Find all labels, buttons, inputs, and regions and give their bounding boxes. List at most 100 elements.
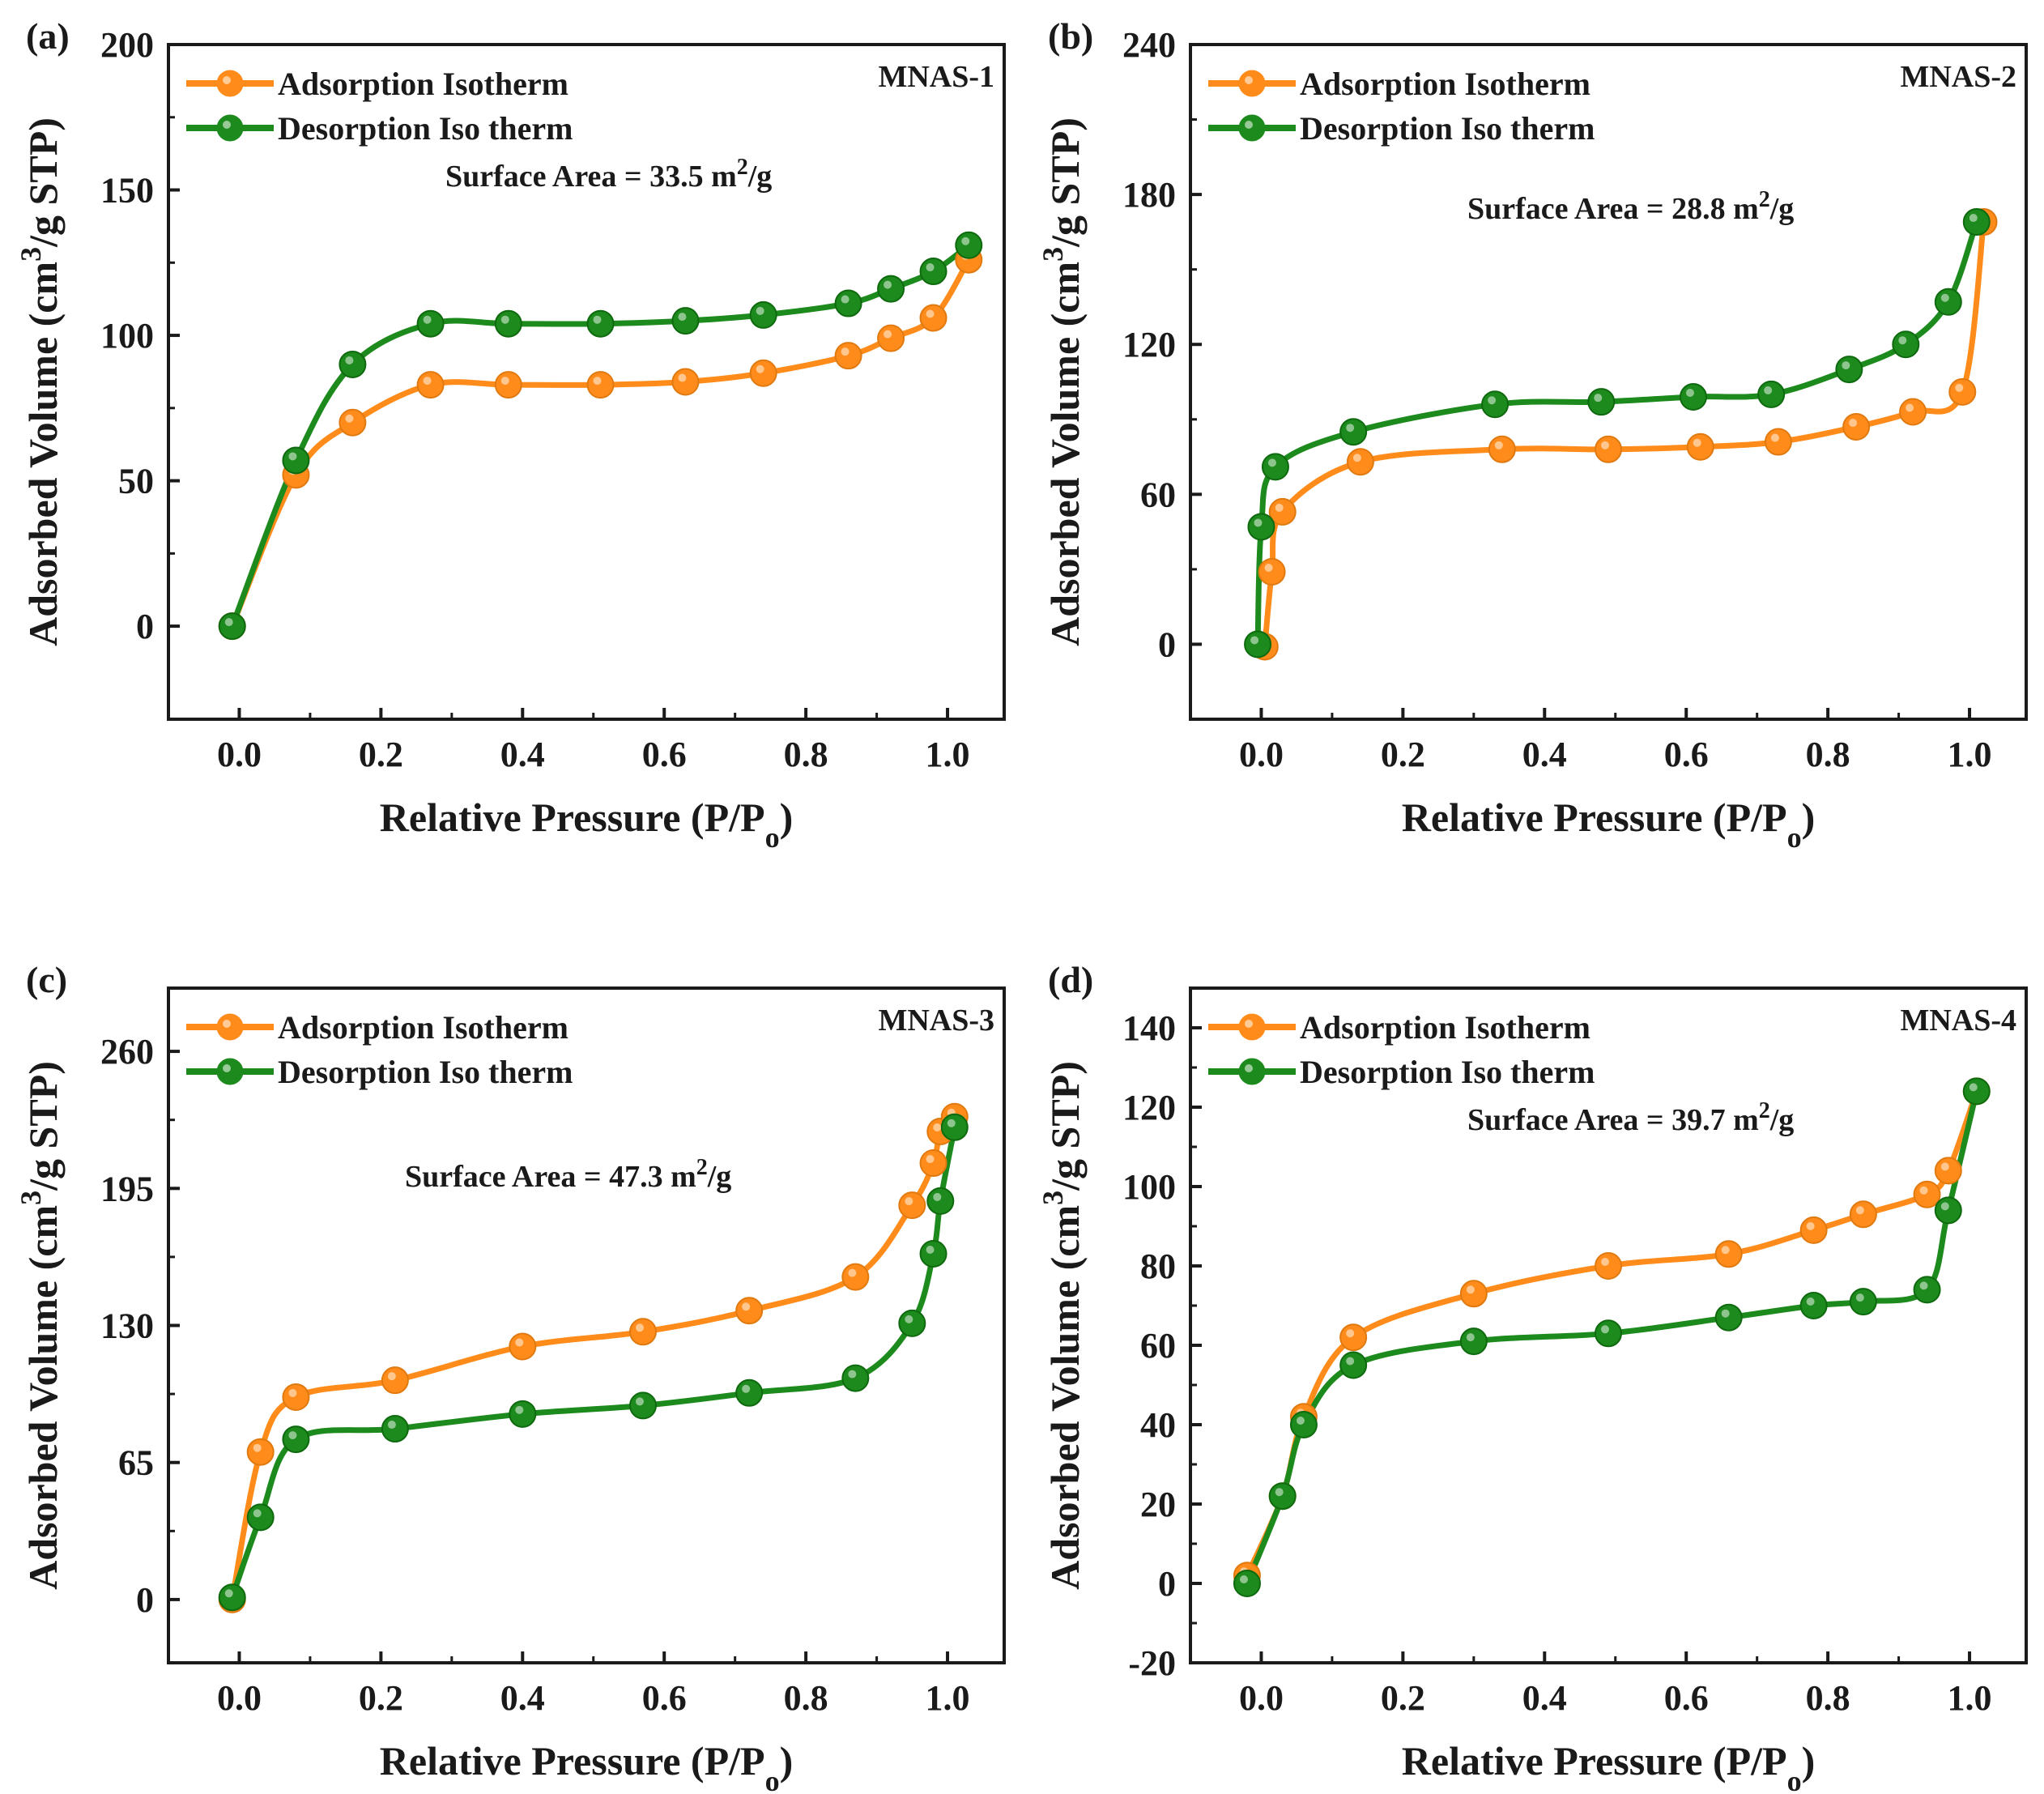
point-desorption: [1962, 208, 1991, 237]
panel-4: 0.0 0.2 0.4 0.6 0.8 1.0 -20 0 20 40 60 80 100 120 140 R…: [1037, 959, 2028, 1794]
sample-label: MNAS-1: [878, 60, 994, 94]
y-tick-label: 200: [100, 25, 154, 65]
y-tick-label: 130: [100, 1306, 154, 1346]
point-adsorption: [834, 342, 862, 370]
point-highlight: [926, 1155, 935, 1164]
point-adsorption: [1913, 1180, 1941, 1208]
point-highlight: [884, 280, 892, 289]
surface-area-annotation: Surface Area = 33.5 m2/g: [445, 155, 772, 194]
point-adsorption: [919, 1149, 947, 1178]
point-highlight: [387, 1372, 396, 1381]
point-desorption: [1247, 513, 1275, 541]
legend-label-adsorption: Adsorption Isotherm: [278, 66, 568, 102]
point-highlight: [387, 1421, 396, 1430]
point-highlight: [678, 313, 687, 322]
point-highlight: [841, 295, 850, 304]
point-desorption: [1934, 288, 1962, 316]
point-desorption: [282, 1425, 310, 1454]
point-highlight: [1940, 293, 1949, 302]
point-adsorption: [1714, 1240, 1743, 1268]
point-adsorption: [1346, 448, 1374, 476]
point-desorption: [955, 231, 983, 259]
point-highlight: [1906, 403, 1914, 412]
x-tick-label: 0.0: [217, 735, 262, 774]
legend-label-desorption: Desorption Iso therm: [278, 1054, 573, 1090]
point-desorption: [628, 1391, 657, 1420]
point-desorption: [1339, 1351, 1368, 1379]
point-desorption: [1714, 1303, 1743, 1332]
point-desorption: [416, 309, 445, 338]
point-highlight: [1693, 438, 1701, 447]
y-tick-label: 60: [1140, 475, 1176, 514]
y-axis-label: Adsorbed Volume (cm3/g STP): [1037, 1061, 1088, 1590]
point-highlight: [848, 1370, 857, 1379]
point-adsorption: [509, 1332, 537, 1361]
point-highlight: [1346, 1329, 1355, 1338]
point-highlight: [345, 356, 354, 364]
point-adsorption: [735, 1297, 764, 1325]
point-adsorption: [246, 1438, 275, 1466]
point-highlight: [593, 315, 602, 324]
point-adsorption: [1339, 1323, 1368, 1352]
point-highlight: [1239, 1575, 1248, 1583]
point-highlight: [926, 309, 935, 318]
surface-area-annotation: Surface Area = 47.3 m2/g: [405, 1155, 731, 1195]
y-tick-label: 0: [136, 607, 154, 646]
legend-marker-highlight: [1245, 121, 1253, 129]
point-highlight: [905, 1315, 913, 1323]
y-tick-label: 195: [100, 1169, 154, 1208]
point-desorption: [282, 446, 310, 475]
series-line-desorption: [229, 1127, 958, 1599]
point-desorption: [1892, 330, 1920, 359]
point-desorption: [926, 1187, 955, 1215]
point-highlight: [1855, 1293, 1864, 1302]
point-highlight: [1919, 1186, 1928, 1195]
x-tick-label: 0.4: [1522, 1678, 1567, 1718]
point-highlight: [1267, 458, 1276, 467]
panel-3: 0.0 0.2 0.4 0.6 0.8 1.0 0 65 130 195 260 Relative P…: [15, 959, 1006, 1794]
point-desorption: [749, 300, 777, 329]
x-tick-label: 1.0: [1948, 735, 1992, 774]
point-desorption: [1913, 1276, 1941, 1304]
point-adsorption: [1899, 398, 1927, 426]
panel-2: 0.0 0.2 0.4 0.6 0.8 1.0 0 60 120 180 240 Relative P…: [1037, 15, 2028, 854]
point-highlight: [1601, 1325, 1609, 1334]
point-desorption: [1962, 1077, 1991, 1106]
y-tick-label: 65: [118, 1443, 154, 1483]
point-highlight: [1721, 1246, 1730, 1255]
point-adsorption: [749, 359, 777, 387]
point-highlight: [1855, 1206, 1864, 1215]
point-desorption: [1339, 418, 1368, 446]
point-adsorption: [1488, 435, 1516, 463]
point-adsorption: [381, 1366, 409, 1395]
point-highlight: [933, 1192, 942, 1201]
y-tick-label: 60: [1140, 1326, 1176, 1366]
plot-frame: [1189, 43, 2028, 721]
point-highlight: [678, 373, 687, 382]
y-tick-label: 0: [136, 1580, 154, 1620]
point-desorption: [1233, 1570, 1261, 1597]
x-tick-label: 0.6: [1664, 1678, 1709, 1718]
legend-marker-highlight: [223, 121, 231, 129]
point-desorption: [898, 1309, 926, 1337]
legend-label-desorption: Desorption Iso therm: [1300, 110, 1595, 147]
point-highlight: [1764, 386, 1773, 394]
point-adsorption: [1459, 1280, 1488, 1308]
y-tick-label: 0: [1158, 624, 1176, 664]
legend-marker-adsorption: [1238, 70, 1266, 97]
y-tick-label: 180: [1122, 175, 1176, 215]
legend-label-desorption: Desorption Iso therm: [1300, 1054, 1595, 1090]
point-adsorption: [1595, 435, 1622, 463]
point-highlight: [423, 377, 432, 386]
y-axis-label: Adsorbed Volume (cm3/g STP): [15, 1061, 66, 1590]
point-highlight: [1601, 1258, 1609, 1266]
plot-frame: [1189, 986, 2028, 1664]
point-highlight: [635, 1323, 644, 1332]
point-desorption: [919, 1239, 947, 1268]
point-highlight: [1494, 441, 1503, 450]
point-highlight: [635, 1397, 644, 1406]
point-desorption: [671, 307, 700, 335]
panel-label: (b): [1048, 15, 1093, 57]
point-highlight: [500, 315, 509, 324]
x-tick-label: 0.2: [1381, 735, 1425, 774]
